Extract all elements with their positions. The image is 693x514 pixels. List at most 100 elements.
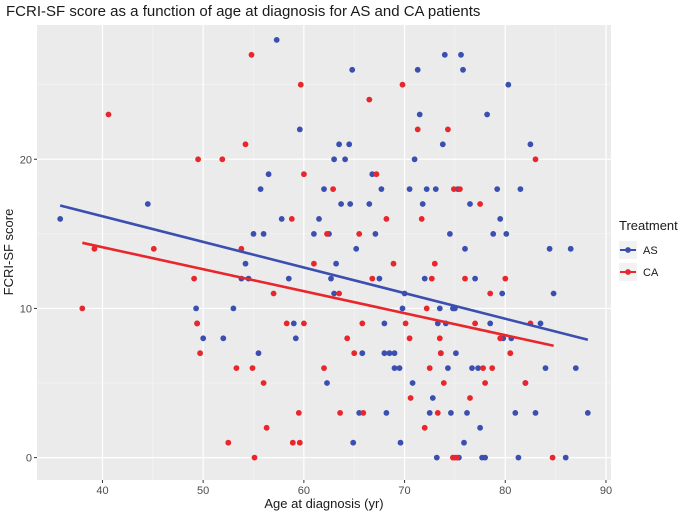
point-as [475, 365, 481, 371]
point-as [499, 290, 506, 297]
point-as [562, 454, 569, 461]
point-ca [421, 424, 428, 431]
point-ca [219, 156, 226, 163]
point-as [515, 454, 522, 461]
point-as [494, 186, 501, 193]
point-ca [351, 350, 358, 357]
point-as [359, 350, 366, 357]
y-tick-label: 10 [20, 303, 32, 315]
point-as [432, 186, 439, 193]
legend-label-ca: CA [643, 267, 659, 279]
point-as [366, 201, 373, 207]
point-ca [288, 216, 295, 222]
trend-line-ca [82, 241, 554, 348]
x-tick-label: 60 [298, 485, 310, 497]
point-ca [532, 156, 539, 163]
point-ca [260, 380, 267, 386]
point-as [391, 350, 398, 357]
point-as [333, 260, 339, 267]
point-as [255, 350, 262, 357]
point-ca [263, 424, 270, 431]
point-as [285, 275, 292, 282]
point-as [546, 245, 553, 252]
point-as [347, 201, 354, 207]
x-tick-label: 80 [499, 485, 511, 497]
point-as [242, 260, 249, 267]
point-ca [311, 260, 317, 267]
point-ca [225, 439, 232, 446]
point-ca [297, 81, 304, 88]
point-as [356, 410, 363, 416]
legend-title: Treatment [619, 218, 678, 233]
point-as [292, 335, 299, 342]
point-ca [194, 320, 201, 327]
point-ca [462, 275, 468, 282]
point-ca [451, 186, 457, 193]
point-as [406, 186, 413, 193]
point-ca [406, 335, 413, 342]
point-ca [414, 126, 421, 133]
point-as [220, 335, 227, 342]
x-tick-label: 90 [600, 485, 612, 497]
point-ca [321, 365, 327, 371]
point-as [353, 245, 360, 252]
x-tick-label: 40 [96, 485, 108, 497]
point-as [200, 335, 207, 342]
point-as [397, 439, 404, 446]
point-ca [428, 275, 435, 282]
point-as [503, 231, 510, 237]
legend-key-point-ca [625, 269, 631, 275]
point-as [421, 275, 428, 282]
point-ca [507, 350, 514, 357]
point-as [469, 365, 475, 371]
legend-key-point-as [625, 247, 631, 253]
point-as [433, 454, 440, 461]
data-points [57, 37, 591, 461]
point-as [346, 141, 353, 148]
point-as [290, 320, 297, 327]
point-as [532, 410, 539, 416]
point-as [458, 51, 464, 58]
point-as [472, 275, 478, 282]
point-as [464, 410, 470, 416]
point-as [396, 365, 403, 371]
grid-lines [37, 25, 611, 480]
point-as [439, 141, 446, 148]
x-tick-label: 50 [197, 485, 209, 497]
point-as [416, 111, 423, 118]
point-as [441, 51, 448, 58]
point-as [477, 424, 483, 431]
point-as [445, 365, 451, 371]
point-as [460, 66, 466, 73]
legend-label-as: AS [643, 245, 658, 257]
point-ca [251, 454, 258, 461]
point-as [369, 171, 376, 178]
point-ca [249, 365, 256, 371]
point-as [328, 275, 334, 282]
point-ca [105, 111, 112, 118]
point-as [349, 66, 356, 73]
point-as [193, 305, 200, 312]
point-ca [242, 141, 249, 148]
point-ca [522, 380, 529, 386]
point-ca [336, 290, 342, 297]
point-as [490, 231, 497, 237]
point-as [423, 186, 430, 193]
point-ca [337, 410, 343, 416]
point-ca [191, 275, 198, 282]
point-ca [366, 96, 373, 103]
point-ca [296, 439, 303, 446]
point-as [542, 365, 549, 371]
point-ca [383, 216, 390, 222]
point-as [399, 305, 406, 312]
point-as [342, 156, 348, 163]
point-as [321, 186, 327, 193]
point-ca [477, 201, 483, 207]
point-as [461, 439, 467, 446]
point-ca [390, 260, 397, 267]
point-as [273, 37, 280, 43]
point-as [426, 410, 433, 416]
point-ca [289, 439, 296, 446]
point-ca [440, 380, 447, 386]
